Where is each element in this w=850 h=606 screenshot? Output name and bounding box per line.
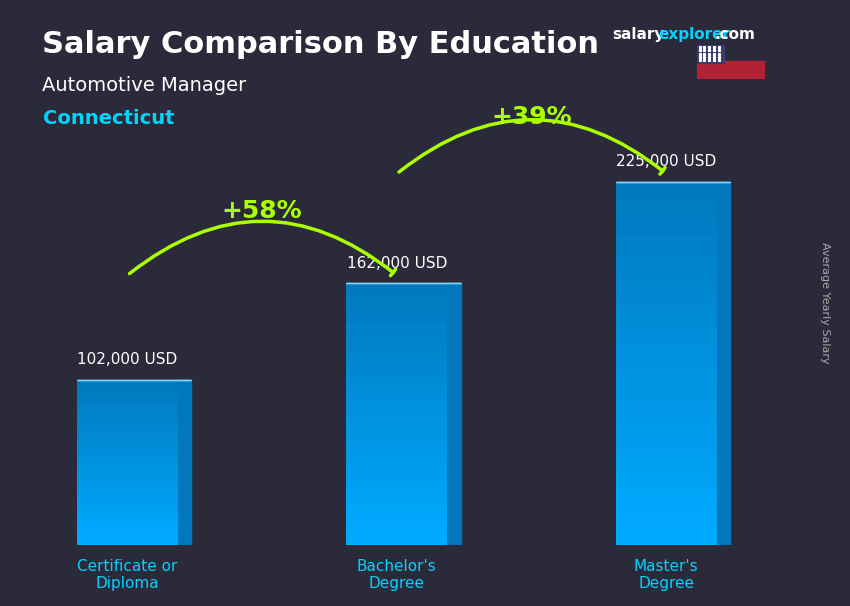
Bar bbox=[615, 490, 717, 508]
Bar bbox=[346, 479, 447, 493]
Bar bbox=[76, 446, 178, 454]
Bar bbox=[615, 418, 717, 436]
Bar bbox=[346, 310, 447, 322]
Bar bbox=[346, 388, 447, 401]
Bar bbox=[346, 296, 447, 310]
Bar bbox=[346, 414, 447, 427]
Text: Connecticut: Connecticut bbox=[42, 109, 174, 128]
Bar bbox=[76, 405, 178, 413]
Bar bbox=[615, 345, 717, 363]
Bar bbox=[615, 527, 717, 545]
Bar bbox=[76, 462, 178, 471]
Bar bbox=[76, 528, 178, 536]
Bar bbox=[76, 380, 178, 388]
Bar bbox=[615, 327, 717, 345]
Bar bbox=[697, 76, 765, 79]
Bar bbox=[615, 363, 717, 381]
Bar bbox=[346, 440, 447, 453]
Bar bbox=[76, 471, 178, 479]
Bar bbox=[346, 453, 447, 467]
Text: .com: .com bbox=[714, 27, 755, 42]
Bar bbox=[76, 397, 178, 405]
Bar bbox=[615, 273, 717, 291]
Bar bbox=[697, 45, 724, 64]
Text: Salary Comparison By Education: Salary Comparison By Education bbox=[42, 30, 599, 59]
Text: 102,000 USD: 102,000 USD bbox=[77, 352, 178, 367]
Bar bbox=[76, 504, 178, 512]
Bar bbox=[615, 436, 717, 454]
Text: +58%: +58% bbox=[222, 199, 303, 223]
Text: 225,000 USD: 225,000 USD bbox=[616, 154, 717, 169]
Bar bbox=[346, 505, 447, 519]
Bar bbox=[346, 493, 447, 505]
Bar bbox=[76, 413, 178, 421]
Bar bbox=[76, 388, 178, 397]
Bar bbox=[346, 284, 447, 545]
Bar bbox=[346, 467, 447, 479]
Bar bbox=[76, 512, 178, 520]
Text: 162,000 USD: 162,000 USD bbox=[347, 256, 447, 270]
Bar bbox=[76, 430, 178, 438]
Bar bbox=[697, 61, 765, 64]
Bar bbox=[615, 381, 717, 399]
Bar bbox=[615, 508, 717, 527]
Bar bbox=[76, 479, 178, 487]
Text: +39%: +39% bbox=[491, 105, 572, 129]
Bar bbox=[615, 472, 717, 490]
Bar bbox=[697, 64, 765, 66]
Bar bbox=[615, 182, 717, 545]
Polygon shape bbox=[717, 182, 730, 545]
Bar bbox=[615, 218, 717, 236]
Bar bbox=[346, 401, 447, 414]
Polygon shape bbox=[447, 284, 461, 545]
Bar bbox=[346, 519, 447, 531]
Bar bbox=[615, 182, 717, 200]
Bar bbox=[697, 74, 765, 76]
Bar bbox=[76, 380, 178, 545]
Bar bbox=[615, 309, 717, 327]
Bar bbox=[346, 427, 447, 440]
Bar bbox=[697, 68, 765, 71]
Bar bbox=[76, 421, 178, 430]
Bar bbox=[615, 454, 717, 472]
Bar bbox=[615, 291, 717, 309]
Bar bbox=[76, 495, 178, 504]
Bar bbox=[615, 200, 717, 218]
Bar bbox=[346, 375, 447, 388]
Bar bbox=[346, 531, 447, 545]
Bar bbox=[76, 487, 178, 495]
Bar bbox=[346, 362, 447, 375]
Bar bbox=[76, 536, 178, 545]
Bar bbox=[346, 349, 447, 362]
Bar bbox=[615, 236, 717, 255]
Bar bbox=[346, 322, 447, 336]
Bar bbox=[697, 66, 765, 68]
Bar bbox=[76, 438, 178, 446]
Bar bbox=[697, 71, 765, 74]
Bar bbox=[615, 399, 717, 418]
Bar bbox=[346, 284, 447, 296]
Text: salary: salary bbox=[612, 27, 665, 42]
Text: Average Yearly Salary: Average Yearly Salary bbox=[819, 242, 830, 364]
Bar bbox=[76, 520, 178, 528]
Polygon shape bbox=[178, 380, 191, 545]
Text: Automotive Manager: Automotive Manager bbox=[42, 76, 246, 95]
Bar bbox=[76, 454, 178, 462]
Bar bbox=[346, 336, 447, 349]
Text: explorer: explorer bbox=[659, 27, 731, 42]
Bar bbox=[615, 255, 717, 273]
